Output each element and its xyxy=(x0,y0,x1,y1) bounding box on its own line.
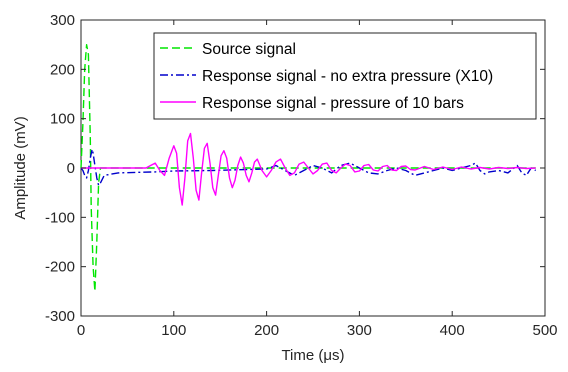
legend-label-source: Source signal xyxy=(202,41,296,58)
y-tick-label: 200 xyxy=(50,61,75,78)
y-tick-label: 0 xyxy=(67,160,75,177)
legend: Source signal Response signal - no extra… xyxy=(153,32,537,120)
legend-label-response-no-pressure: Response signal - no extra pressure (X10… xyxy=(202,68,493,85)
x-tick-label: 400 xyxy=(440,322,465,339)
series-line-1 xyxy=(80,148,537,187)
y-axis-label: Amplitude (mV) xyxy=(12,116,29,219)
ticks-layer: 0 100 200 300 400 500 -300 -200 -100 0 100 200 300 xyxy=(45,12,558,339)
y-tick-label: -100 xyxy=(45,209,75,226)
x-tick-label: 500 xyxy=(532,322,557,339)
x-tick-label: 300 xyxy=(347,322,372,339)
series-line-0 xyxy=(80,44,536,292)
x-axis-label: Time (μs) xyxy=(281,347,344,364)
legend-box xyxy=(153,32,537,120)
y-tick-label: 100 xyxy=(50,111,75,128)
x-tick-label: 100 xyxy=(161,322,186,339)
y-tick-label: -300 xyxy=(45,308,75,325)
legend-entry-response-pressure: Response signal - pressure of 10 bars xyxy=(160,95,464,112)
legend-entry-response-no-pressure: Response signal - no extra pressure (X10… xyxy=(160,68,493,85)
y-tick-label: -200 xyxy=(45,259,75,276)
legend-label-response-pressure: Response signal - pressure of 10 bars xyxy=(202,95,464,112)
x-tick-label: 200 xyxy=(254,322,279,339)
x-tick-label: 0 xyxy=(77,322,85,339)
series-layer xyxy=(80,44,537,292)
legend-entry-source: Source signal xyxy=(160,41,296,58)
series-line-2 xyxy=(81,132,536,206)
y-tick-label: 300 xyxy=(50,12,75,29)
